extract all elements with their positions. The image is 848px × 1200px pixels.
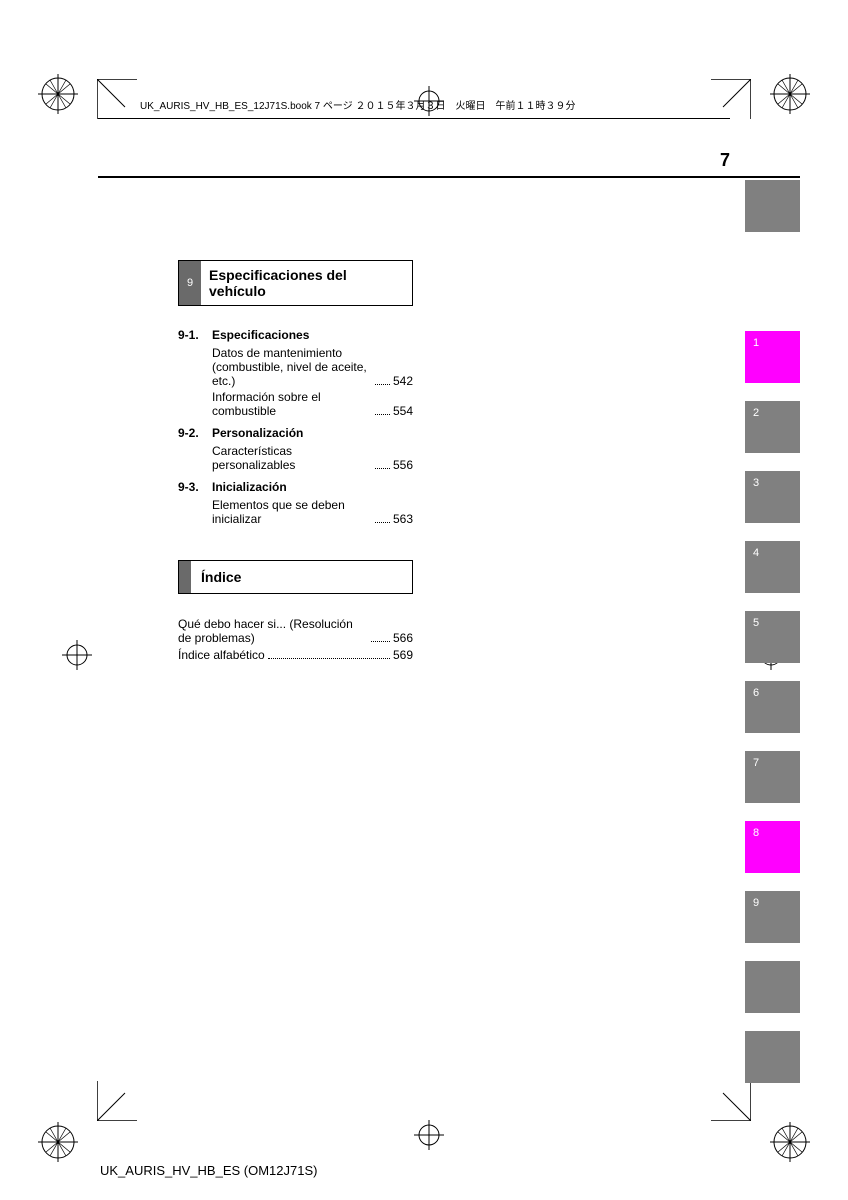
header-rule bbox=[98, 118, 730, 119]
toc-subnum: 9-1. bbox=[178, 328, 212, 342]
index-title: Índice bbox=[191, 561, 412, 593]
toc-label: Elementos que se deben inicializar bbox=[212, 498, 372, 526]
toc-row: Características personalizables 556 bbox=[212, 444, 413, 472]
page-tab-block bbox=[745, 180, 800, 232]
crop-mark-icon bbox=[97, 79, 137, 119]
toc-subhead: 9-2.Personalización bbox=[178, 426, 413, 440]
toc-row: Datos de mantenimiento (combustible, niv… bbox=[212, 346, 413, 388]
toc-sublabel: Inicialización bbox=[212, 480, 287, 494]
toc-page: 542 bbox=[393, 374, 413, 388]
section-title: Especificaciones del vehículo bbox=[201, 261, 412, 305]
index-page: 569 bbox=[393, 648, 413, 662]
toc-subhead: 9-1.Especificaciones bbox=[178, 328, 413, 342]
toc-dots bbox=[375, 468, 390, 469]
index-list: Qué debo hacer si... (Resolución de prob… bbox=[178, 614, 413, 665]
cross-mark-icon bbox=[414, 1120, 444, 1150]
side-tab: 3 bbox=[745, 471, 800, 523]
toc-row: Elementos que se deben inicializar 563 bbox=[212, 498, 413, 526]
index-dots bbox=[268, 658, 390, 659]
toc-sublabel: Especificaciones bbox=[212, 328, 309, 342]
index-row: Índice alfabético 569 bbox=[178, 648, 413, 662]
index-bar bbox=[179, 561, 191, 593]
registration-mark-icon bbox=[38, 74, 78, 114]
toc-dots bbox=[375, 414, 390, 415]
side-tab: 8 bbox=[745, 821, 800, 873]
section-box-9: 9 Especificaciones del vehículo bbox=[178, 260, 413, 306]
toc-label: Información sobre el combustible bbox=[212, 390, 372, 418]
side-tab bbox=[745, 1031, 800, 1083]
registration-mark-icon bbox=[770, 1122, 810, 1162]
side-tab: 1 bbox=[745, 331, 800, 383]
side-tab: 4 bbox=[745, 541, 800, 593]
registration-mark-icon bbox=[770, 74, 810, 114]
crop-mark-icon bbox=[711, 79, 751, 119]
side-tab: 5 bbox=[745, 611, 800, 663]
toc-page: 556 bbox=[393, 458, 413, 472]
page-number: 7 bbox=[720, 150, 730, 171]
side-tab: 7 bbox=[745, 751, 800, 803]
page-rule bbox=[98, 176, 800, 178]
index-label: Índice alfabético bbox=[178, 648, 265, 662]
toc-dots bbox=[375, 384, 390, 385]
toc-subnum: 9-2. bbox=[178, 426, 212, 440]
toc-sublabel: Personalización bbox=[212, 426, 303, 440]
side-tab: 6 bbox=[745, 681, 800, 733]
toc-label: Características personalizables bbox=[212, 444, 372, 472]
index-label: Qué debo hacer si... (Resolución de prob… bbox=[178, 617, 368, 645]
toc-subhead: 9-3.Inicialización bbox=[178, 480, 413, 494]
crop-mark-icon bbox=[97, 1081, 137, 1121]
toc-label: Datos de mantenimiento (combustible, niv… bbox=[212, 346, 372, 388]
index-dots bbox=[371, 641, 390, 642]
toc-page: 554 bbox=[393, 404, 413, 418]
toc-dots bbox=[375, 522, 390, 523]
section-number: 9 bbox=[179, 261, 201, 305]
cross-mark-icon bbox=[62, 640, 92, 670]
page: UK_AURIS_HV_HB_ES_12J71S.book 7 ページ ２０１５… bbox=[0, 0, 848, 1200]
side-tab: 9 bbox=[745, 891, 800, 943]
side-tab bbox=[745, 961, 800, 1013]
toc-subnum: 9-3. bbox=[178, 480, 212, 494]
side-tab: 2 bbox=[745, 401, 800, 453]
header-text: UK_AURIS_HV_HB_ES_12J71S.book 7 ページ ２０１５… bbox=[140, 97, 575, 112]
index-row: Qué debo hacer si... (Resolución de prob… bbox=[178, 617, 413, 645]
toc-list: 9-1.Especificaciones Datos de mantenimien… bbox=[178, 320, 413, 528]
footer-id: UK_AURIS_HV_HB_ES (OM12J71S) bbox=[100, 1163, 317, 1178]
toc-page: 563 bbox=[393, 512, 413, 526]
registration-mark-icon bbox=[38, 1122, 78, 1162]
index-box: Índice bbox=[178, 560, 413, 594]
toc-row: Información sobre el combustible 554 bbox=[212, 390, 413, 418]
index-page: 566 bbox=[393, 631, 413, 645]
side-tabs: 1 2 3 4 5 6 7 8 9 bbox=[745, 331, 800, 1101]
